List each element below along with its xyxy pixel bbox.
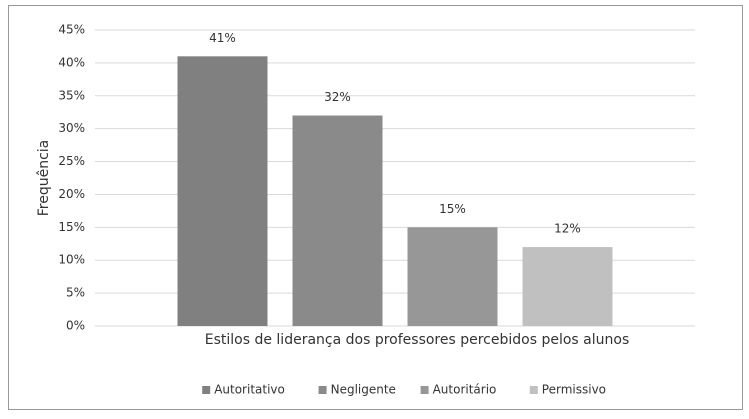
- y-tick-label: 10%: [58, 253, 85, 267]
- legend-label: Negligente: [331, 383, 396, 397]
- legend-label: Autoritário: [433, 383, 497, 397]
- bar: [177, 56, 268, 327]
- y-tick-label: 25%: [58, 154, 85, 168]
- y-tick-label: 40%: [58, 55, 85, 69]
- data-label: 15%: [439, 202, 466, 216]
- legend-swatch: [318, 386, 327, 394]
- legend-label: Permissivo: [542, 383, 606, 397]
- y-axis-title: Frequência: [36, 140, 52, 217]
- y-tick-label: 45%: [58, 23, 85, 37]
- y-tick-label: 30%: [58, 121, 85, 135]
- legend-swatch: [420, 386, 429, 394]
- data-label: 12%: [554, 222, 581, 236]
- bar: [522, 247, 613, 326]
- y-tick-label: 5%: [66, 286, 85, 300]
- data-label: 32%: [324, 90, 351, 104]
- y-tick-label: 20%: [58, 187, 85, 201]
- bar: [292, 115, 383, 326]
- legend-swatch: [202, 386, 211, 394]
- x-axis-title: Estilos de liderança dos professores per…: [205, 332, 629, 348]
- y-tick-label: 15%: [58, 220, 85, 234]
- legend-label: Autoritativo: [214, 383, 285, 397]
- y-tick-label: 35%: [58, 88, 85, 102]
- bar: [407, 227, 498, 326]
- data-label: 41%: [209, 31, 236, 45]
- y-tick-label: 0%: [66, 319, 85, 333]
- legend-swatch: [529, 386, 538, 394]
